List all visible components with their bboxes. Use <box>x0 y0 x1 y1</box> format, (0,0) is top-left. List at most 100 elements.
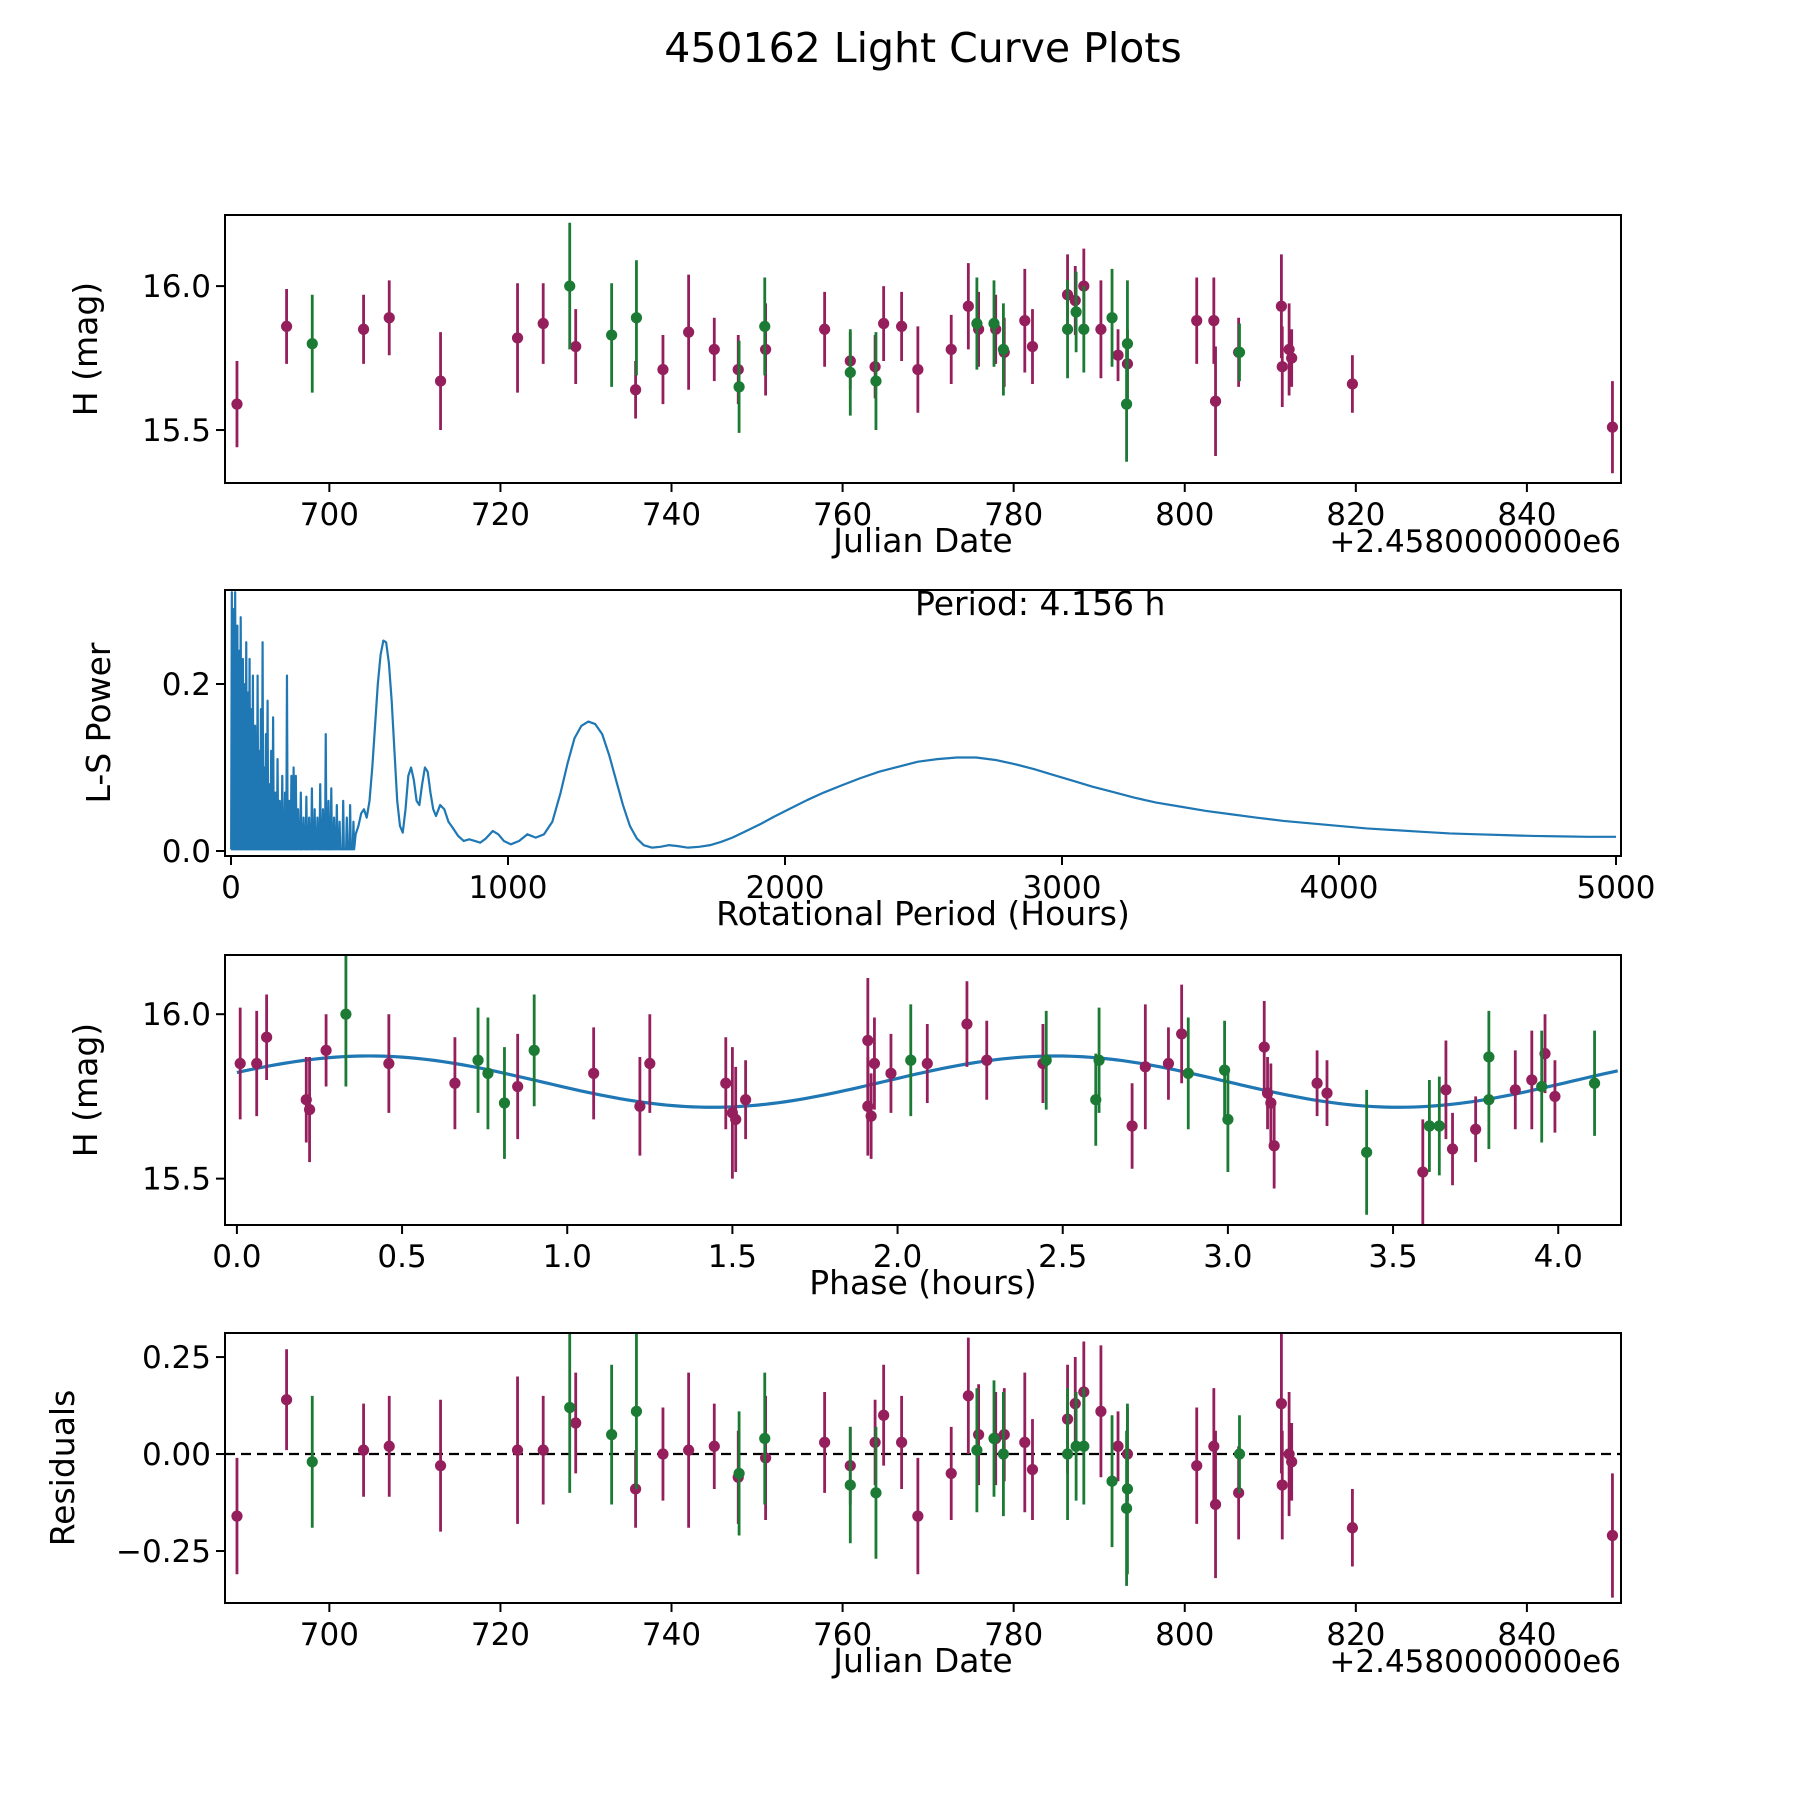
x-tick-label: 740 <box>642 1617 701 1653</box>
series-night-b-points <box>306 222 1246 462</box>
data-point <box>708 343 720 356</box>
data-point <box>819 323 831 335</box>
data-area-jd-lightcurve <box>231 222 1619 474</box>
x-tick-label: 0.0 <box>212 1239 261 1275</box>
y-tick-label: 0.25 <box>142 1340 211 1376</box>
data-point <box>340 1008 352 1020</box>
data-point <box>528 1044 540 1056</box>
data-point <box>945 1467 957 1480</box>
x-tick-label: 2.0 <box>873 1239 922 1275</box>
data-point <box>921 1057 933 1070</box>
data-point <box>912 363 924 376</box>
data-point <box>1070 1440 1082 1452</box>
data-point <box>1112 349 1124 361</box>
data-point <box>878 1409 890 1421</box>
data-point <box>434 1460 447 1472</box>
x-tick-label: 3000 <box>1023 870 1102 906</box>
data-point <box>657 363 669 376</box>
x-tick-label: 720 <box>471 1617 530 1653</box>
data-point <box>733 1467 745 1480</box>
data-point <box>683 1444 695 1456</box>
data-point <box>1106 1475 1118 1487</box>
data-point <box>870 1487 882 1499</box>
data-point <box>630 1405 643 1417</box>
data-point <box>570 1417 582 1429</box>
data-point <box>1126 1120 1138 1132</box>
data-point <box>981 1054 993 1066</box>
data-point <box>1095 1405 1107 1417</box>
data-point <box>997 343 1010 356</box>
data-point <box>1423 1120 1436 1132</box>
data-point <box>759 1432 771 1445</box>
y-axis-label: H (mag) <box>66 1023 105 1157</box>
x-tick-label: 780 <box>984 1617 1043 1653</box>
data-point <box>231 398 243 410</box>
x-tick-label: 0.5 <box>377 1239 426 1275</box>
data-point <box>1286 352 1298 364</box>
data-point <box>961 1018 973 1030</box>
data-area-residuals <box>225 1333 1621 1598</box>
data-point <box>1222 1113 1234 1126</box>
data-point <box>1588 1077 1601 1089</box>
data-point <box>303 1103 316 1116</box>
data-point <box>1120 398 1133 410</box>
y-tick-label: 0.00 <box>142 1437 211 1473</box>
data-point <box>606 1429 618 1441</box>
data-point <box>1120 1502 1133 1514</box>
data-point <box>1233 1448 1246 1460</box>
axes-frame <box>224 954 1622 1226</box>
data-point <box>1258 1041 1270 1053</box>
data-point <box>1106 312 1118 324</box>
data-point <box>449 1077 461 1089</box>
y-tick-label: 0.2 <box>162 667 211 703</box>
x-tick-label: 700 <box>300 497 359 533</box>
data-point <box>1026 340 1039 353</box>
data-point <box>1321 1087 1333 1099</box>
x-tick-label: 1.0 <box>543 1239 592 1275</box>
data-point <box>306 1456 318 1468</box>
data-point <box>1606 1529 1619 1542</box>
x-tick-label: 800 <box>1155 497 1214 533</box>
data-point <box>1061 323 1074 335</box>
data-point <box>1268 1140 1280 1152</box>
data-point <box>1536 1080 1548 1093</box>
data-point <box>1233 346 1246 358</box>
data-point <box>896 320 908 333</box>
series-night-b-points <box>340 955 1601 1215</box>
data-point <box>1440 1084 1452 1096</box>
data-point <box>511 1444 524 1456</box>
data-point <box>1176 1028 1188 1040</box>
data-point <box>357 323 370 335</box>
x-tick-label: 760 <box>813 1617 872 1653</box>
data-point <box>740 1094 752 1106</box>
x-tick-label: 720 <box>471 497 530 533</box>
data-point <box>498 1097 511 1109</box>
data-point <box>1061 1448 1074 1460</box>
data-point <box>730 1113 742 1126</box>
data-point <box>1275 1398 1288 1410</box>
figure-title: 450162 Light Curve Plots <box>664 24 1182 72</box>
data-point <box>733 381 745 393</box>
data-point <box>1182 1067 1194 1079</box>
data-point <box>962 300 974 312</box>
subplot-residuals: 700 720 740 760 780 800 820 840 −0.25 0.00 0.25 Jul… <box>43 1332 1622 1680</box>
data-point <box>971 317 983 330</box>
data-point <box>1286 1456 1298 1468</box>
data-point <box>868 1057 881 1070</box>
data-point <box>1276 361 1288 373</box>
x-axis-label: Phase (hours) <box>809 1263 1037 1302</box>
data-point <box>606 329 618 341</box>
subplot-jd-lightcurve: 700 720 740 760 780 800 820 840 15.5 16.0 Julian D… <box>66 214 1622 560</box>
x-tick-label: 840 <box>1497 1617 1556 1653</box>
data-point <box>657 1448 669 1460</box>
data-point <box>564 1401 576 1414</box>
series-night-a-points <box>231 248 1619 474</box>
data-point <box>357 1444 370 1456</box>
data-point <box>537 317 549 330</box>
period-annotation: Period: 4.156 h <box>915 584 1165 623</box>
data-point <box>759 320 771 333</box>
data-point <box>1526 1074 1538 1086</box>
data-point <box>537 1444 549 1456</box>
data-point <box>1139 1061 1151 1073</box>
